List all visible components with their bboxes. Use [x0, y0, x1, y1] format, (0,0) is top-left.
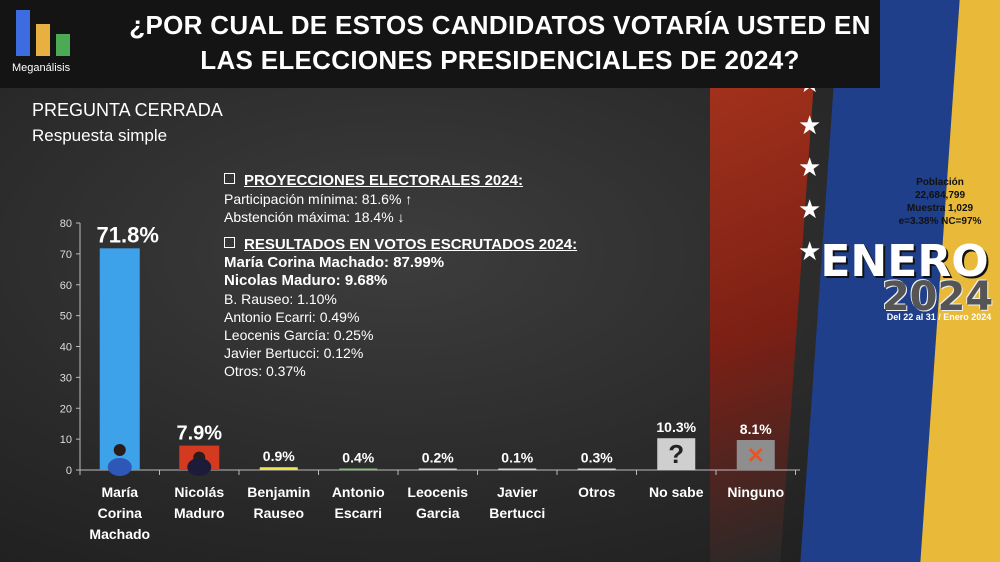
result-line: Antonio Ecarri: 0.49% [224, 309, 360, 325]
projections-heading: PROYECCIONES ELECTORALES 2024: [224, 172, 577, 190]
result-line: B. Rauseo: 1.10% [224, 291, 337, 307]
candidate-photo [107, 444, 132, 476]
y-tick-label: 0 [66, 465, 72, 477]
meganalisis-logo: Meganálisis [12, 8, 82, 74]
category-label: Antonio [332, 484, 385, 500]
y-tick-label: 50 [60, 311, 72, 323]
y-tick-label: 80 [60, 218, 72, 230]
y-tick-label: 20 [60, 403, 72, 415]
category-label: Maduro [174, 505, 225, 521]
response-type: Respuesta simple [32, 126, 168, 145]
result-line: Otros: 0.37% [224, 363, 306, 379]
category-label: Benjamin [247, 484, 310, 500]
result-line: María Corina Machado: 87.99% [224, 254, 445, 271]
value-label: 0.9% [263, 448, 295, 464]
survey-dates: Del 22 al 31 / Enero 2024 [886, 312, 992, 322]
bar [736, 440, 775, 470]
category-label: María [101, 484, 138, 500]
y-tick-label: 70 [60, 249, 72, 261]
projections-panel: PROYECCIONES ELECTORALES 2024: Participa… [224, 172, 577, 380]
y-tick-label: 30 [60, 372, 72, 384]
y-tick-label: 60 [60, 280, 72, 292]
value-label: 7.9% [176, 423, 222, 445]
bar [259, 467, 298, 470]
results-heading: RESULTADOS EN VOTOS ESCRUTADOS 2024: [224, 236, 577, 254]
bar [498, 468, 537, 470]
bar [339, 468, 378, 470]
category-label: Javier [497, 484, 538, 500]
month-badge: ENERO [820, 236, 989, 287]
category-label: Nicolás [174, 484, 224, 500]
checkbox-icon [224, 237, 235, 248]
category-label: Machado [89, 526, 150, 542]
y-tick-label: 40 [60, 342, 72, 354]
category-label: Leocenis [407, 484, 468, 500]
checkbox-icon [224, 173, 235, 184]
value-label: 0.1% [501, 450, 533, 466]
y-tick-label: 10 [60, 434, 72, 446]
bar [99, 248, 140, 470]
abstention-line: Abstención máxima: 18.4% ↓ [224, 209, 405, 225]
category-label: Garcia [416, 505, 460, 521]
value-label: 0.3% [581, 450, 613, 466]
category-label: Ninguno [727, 484, 784, 500]
value-label: 71.8% [97, 222, 159, 247]
value-label: 10.3% [656, 419, 696, 435]
category-label: Bertucci [489, 505, 545, 521]
category-label: Otros [578, 484, 616, 500]
x-icon: ✕ [747, 443, 765, 468]
question-icon: ? [668, 439, 684, 469]
question-type: PREGUNTA CERRADA [32, 100, 223, 120]
header-bar: Meganálisis ¿POR CUAL DE ESTOS CANDIDATO… [0, 0, 880, 88]
result-line: Leocenis García: 0.25% [224, 327, 374, 343]
category-label: Rauseo [253, 505, 304, 521]
flag-stars: ★ ★ ★ ★ ★ [798, 68, 822, 266]
value-label: 0.2% [422, 450, 454, 466]
result-line: Javier Bertucci: 0.12% [224, 345, 364, 361]
value-label: 0.4% [342, 450, 374, 466]
category-label: No sabe [649, 484, 704, 500]
result-line: Nicolas Maduro: 9.68% [224, 272, 388, 289]
bar [657, 438, 696, 470]
bar [577, 468, 616, 470]
category-label: Corina [98, 505, 143, 521]
sample-info: Población 22,684,799 Muestra 1,029 e=3.3… [898, 177, 982, 227]
bar [418, 468, 457, 470]
year-badge: 2024 [881, 274, 994, 320]
category-label: Escarri [335, 505, 382, 521]
participation-line: Participación mínima: 81.6% ↑ [224, 191, 413, 207]
candidate-photo [187, 451, 212, 476]
page-title: ¿POR CUAL DE ESTOS CANDIDATOS VOTARÍA US… [129, 10, 871, 75]
value-label: 8.1% [740, 421, 772, 437]
